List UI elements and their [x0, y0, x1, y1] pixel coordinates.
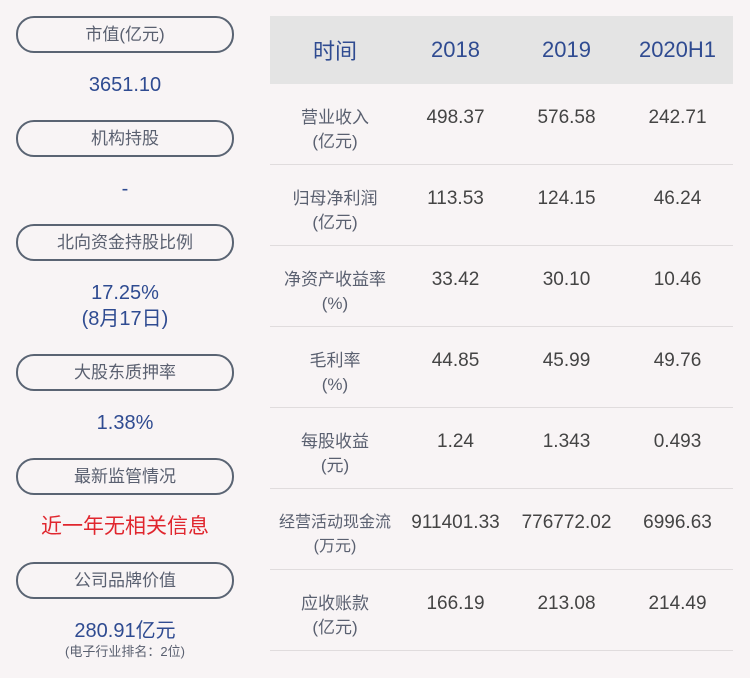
cell: 213.08 — [537, 593, 596, 614]
cell: 911401.33 — [411, 512, 500, 533]
table-row: 毛利率 (%) 44.85 45.99 49.76 — [270, 327, 733, 408]
cell: 33.42 — [431, 269, 480, 290]
table-row: 经营活动现金流 (万元) 911401.33 776772.02 6996.63 — [270, 489, 733, 570]
pledge-ratio-value: 1.38% — [96, 412, 154, 434]
institutional-holding-value: - — [121, 178, 129, 200]
market-cap-label: 市值(亿元) — [16, 16, 234, 53]
table-row: 应收账款 (亿元) 166.19 213.08 214.49 — [270, 570, 733, 651]
row-label: 经营活动现金流 (万元) — [278, 514, 391, 555]
row-label: 毛利率 (%) — [309, 351, 361, 394]
cell: 44.85 — [431, 350, 480, 371]
cell: 45.99 — [542, 350, 591, 371]
market-cap-value: 3651.10 — [88, 74, 162, 96]
table-row: 营业收入 (亿元) 498.37 576.58 242.71 — [270, 84, 733, 165]
regulatory-label: 最新监管情况 — [16, 458, 234, 495]
header-2018: 2018 — [431, 37, 480, 62]
table-header: 时间 2018 2019 2020H1 — [270, 16, 733, 84]
cell: 498.37 — [426, 107, 485, 128]
header-time: 时间 — [312, 39, 357, 64]
cell: 776772.02 — [521, 512, 612, 533]
cell: 1.343 — [542, 431, 591, 452]
cell: 49.76 — [653, 350, 702, 371]
row-label: 每股收益 (元) — [301, 432, 369, 475]
northbound-ratio-date: (8月17日) — [81, 308, 169, 330]
cell: 113.53 — [427, 188, 484, 209]
cell: 6996.63 — [643, 512, 712, 533]
cell: 124.15 — [537, 188, 596, 209]
regulatory-value: 近一年无相关信息 — [41, 515, 209, 538]
table-row: 每股收益 (元) 1.24 1.343 0.493 — [270, 408, 733, 489]
cell: 0.493 — [653, 431, 702, 452]
row-label: 营业收入 (亿元) — [301, 108, 369, 151]
brand-value-value: 280.91亿元 — [74, 620, 176, 642]
row-label: 应收账款 (亿元) — [301, 594, 369, 637]
table-row: 归母净利润 (亿元) 113.53 124.15 46.24 — [270, 165, 733, 246]
row-label: 归母净利润 (亿元) — [292, 189, 378, 232]
cell: 30.10 — [542, 269, 591, 290]
table-row: 净资产收益率 (%) 33.42 30.10 10.46 — [270, 246, 733, 327]
header-2020h1: 2020H1 — [638, 37, 717, 62]
cell: 242.71 — [648, 107, 707, 128]
cell: 166.19 — [426, 593, 485, 614]
cell: 576.58 — [537, 107, 596, 128]
cell: 10.46 — [653, 269, 702, 290]
cell: 1.24 — [437, 431, 474, 452]
cell: 46.24 — [653, 188, 702, 209]
institutional-holding-label: 机构持股 — [16, 120, 234, 157]
cell: 214.49 — [648, 593, 707, 614]
financial-table: 时间 2018 2019 2020H1 营业收入 (亿元) 498.37 576.… — [270, 16, 733, 651]
northbound-ratio-label: 北向资金持股比例 — [16, 224, 234, 261]
header-2019: 2019 — [542, 37, 591, 62]
pledge-ratio-label: 大股东质押率 — [16, 354, 234, 391]
row-label: 净资产收益率 (%) — [284, 270, 386, 313]
brand-value-label: 公司品牌价值 — [16, 562, 234, 599]
northbound-ratio-value: 17.25% — [91, 282, 159, 304]
brand-rank-note: (电子行业排名：2位) — [65, 644, 185, 659]
